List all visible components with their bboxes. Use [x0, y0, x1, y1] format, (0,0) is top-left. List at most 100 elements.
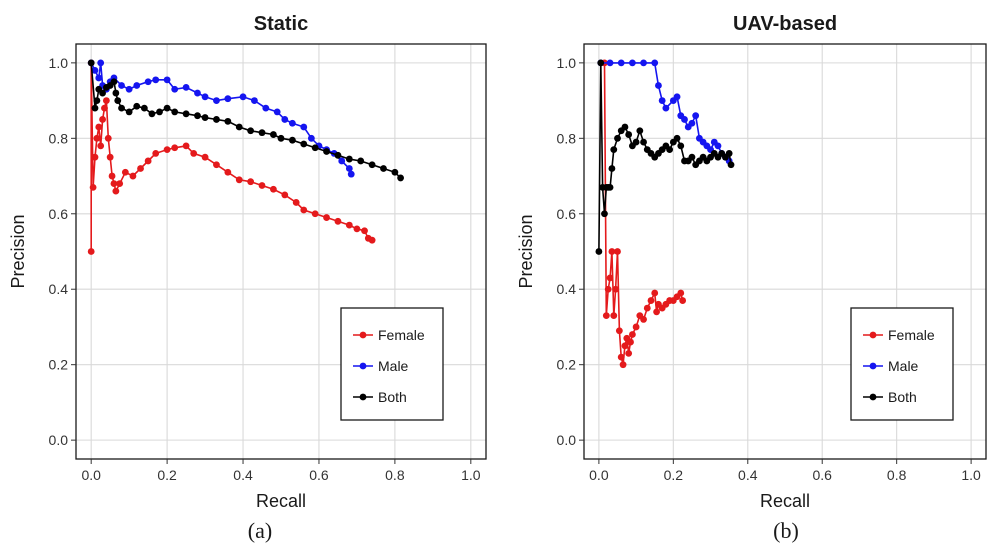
data-point-female [247, 178, 255, 186]
data-point-male [681, 116, 688, 123]
data-point-both [673, 134, 681, 142]
data-point-male [658, 97, 666, 104]
legend-label-both: Both [378, 389, 407, 405]
data-point-both [91, 104, 99, 112]
data-point-female [224, 168, 232, 176]
data-point-both [247, 127, 255, 135]
x-tick-label: 1.0 [961, 467, 981, 483]
data-point-both [235, 123, 243, 131]
data-point-female [182, 142, 190, 150]
plot-border [75, 43, 487, 460]
data-point-both [194, 112, 201, 120]
data-point-both [112, 89, 120, 97]
x-tick-label: 0.8 [385, 467, 405, 483]
legend-marker-both [359, 393, 367, 401]
data-point-both [625, 131, 633, 138]
x-tick-label: 0.4 [738, 467, 758, 483]
data-point-male [273, 108, 281, 116]
legend: Female Male Both [340, 307, 444, 421]
panel-caption: (b) [773, 518, 799, 543]
data-point-male [673, 93, 681, 101]
data-point-both [277, 134, 285, 142]
data-point-female [108, 172, 116, 180]
data-point-male [606, 59, 614, 67]
data-point-female [606, 274, 614, 282]
legend: Female Male Both [850, 307, 954, 421]
data-point-female [292, 199, 300, 206]
data-point-female [604, 285, 612, 293]
data-point-both [258, 129, 266, 137]
data-point-both [640, 138, 647, 146]
y-tick-label: 0.6 [557, 206, 577, 222]
legend-marker-both [869, 393, 877, 401]
legend-label-female: Female [888, 327, 935, 343]
y-axis: 0.0 0.2 0.4 0.6 0.8 1.0 [557, 55, 584, 448]
data-point-both [311, 144, 319, 152]
y-axis: 0.0 0.2 0.4 0.6 0.8 1.0 [49, 55, 76, 448]
data-point-both [677, 142, 685, 150]
y-tick-label: 0.0 [557, 432, 577, 448]
y-tick-label: 0.0 [49, 432, 69, 448]
y-tick-label: 0.6 [49, 206, 69, 222]
data-point-both [636, 127, 644, 135]
data-point-female [353, 225, 361, 233]
data-point-both [397, 174, 404, 182]
plot-border [583, 43, 987, 460]
data-point-both [608, 165, 616, 172]
data-point-both [163, 104, 171, 112]
y-tick-label: 0.4 [557, 281, 577, 297]
data-point-female [171, 144, 179, 152]
legend-label-male: Male [888, 358, 919, 374]
data-point-female [235, 176, 243, 184]
data-point-both [632, 138, 640, 146]
data-point-both [601, 210, 608, 218]
data-point-female [213, 161, 220, 169]
data-point-male [97, 59, 105, 67]
x-tick-label: 0.2 [157, 467, 177, 483]
data-point-female [610, 312, 618, 320]
data-point-both [110, 78, 118, 86]
y-axis-title: Precision [516, 214, 536, 288]
data-point-male [201, 93, 209, 101]
data-point-both [87, 59, 95, 67]
data-point-female [627, 338, 634, 346]
data-point-male [281, 116, 289, 123]
x-tick-label: 0.0 [589, 467, 609, 483]
data-point-both [380, 165, 387, 172]
data-point-female [112, 187, 120, 195]
data-point-female [628, 331, 636, 338]
data-point-male [251, 97, 258, 104]
y-axis-title: Precision [8, 214, 28, 288]
data-point-both [224, 117, 232, 125]
x-axis-title: Recall [760, 491, 810, 511]
data-point-both [93, 97, 101, 104]
panel-static: 0.0 0.2 0.4 0.6 0.8 1.0 0.0 0.2 0.4 0.6 0.8 1.0 St… [8, 13, 487, 543]
data-point-both [610, 146, 618, 154]
data-point-female [361, 227, 368, 235]
data-point-female [617, 353, 625, 361]
x-axis: 0.0 0.2 0.4 0.6 0.8 1.0 [589, 459, 981, 483]
data-point-female [323, 214, 330, 221]
data-point-male [91, 67, 99, 74]
data-point-female [93, 134, 101, 142]
data-point-both [597, 59, 605, 67]
data-point-female [121, 168, 129, 176]
data-point-female [258, 182, 266, 189]
x-tick-label: 1.0 [461, 467, 481, 483]
data-point-female [614, 248, 621, 255]
data-point-male [662, 104, 670, 112]
data-point-female [102, 97, 110, 104]
data-point-both [595, 248, 603, 255]
data-point-female [89, 183, 97, 191]
data-point-both [114, 97, 122, 104]
legend-label-both: Both [888, 389, 917, 405]
y-tick-label: 0.8 [49, 130, 69, 146]
data-point-both [621, 123, 629, 131]
data-point-both [140, 104, 148, 112]
data-point-female [87, 248, 95, 255]
x-tick-label: 0.4 [233, 467, 253, 483]
y-tick-label: 1.0 [49, 55, 69, 71]
data-point-female [647, 297, 655, 304]
data-point-female [144, 157, 152, 165]
